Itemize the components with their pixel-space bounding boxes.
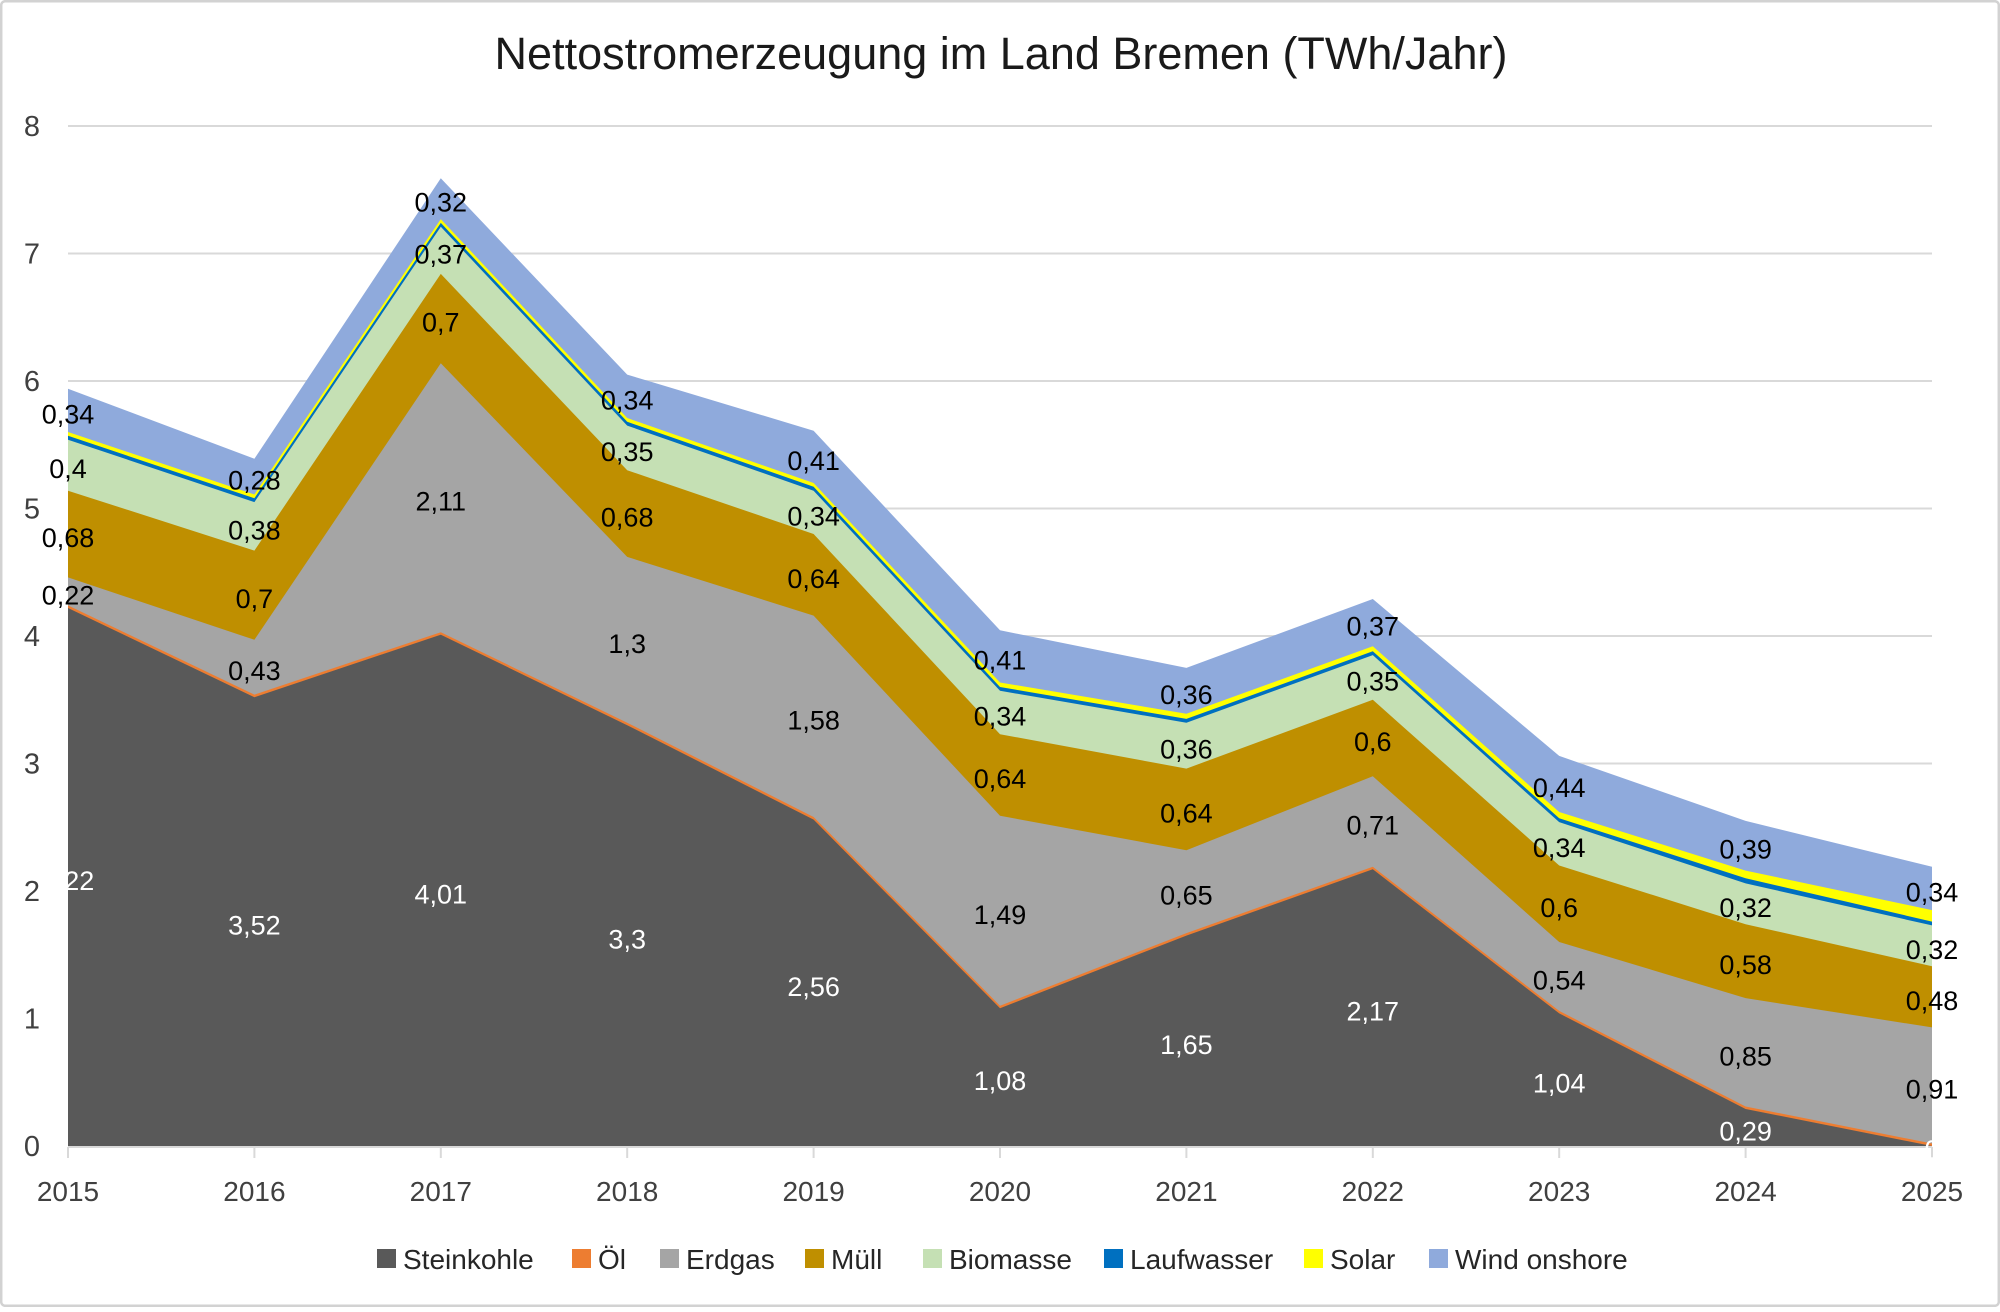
svg-text:4,01: 4,01	[415, 879, 468, 909]
svg-text:0,7: 0,7	[422, 308, 460, 338]
svg-text:0,68: 0,68	[42, 523, 95, 553]
svg-text:0,91: 0,91	[1906, 1074, 1959, 1104]
svg-text:0,34: 0,34	[42, 399, 95, 429]
svg-text:Müll: Müll	[831, 1244, 882, 1275]
svg-text:3,52: 3,52	[228, 911, 281, 941]
svg-text:0,38: 0,38	[228, 515, 281, 545]
svg-text:0,36: 0,36	[1160, 735, 1213, 765]
svg-text:0,68: 0,68	[601, 503, 654, 533]
svg-text:0,34: 0,34	[787, 501, 840, 531]
svg-text:1,3: 1,3	[608, 629, 646, 659]
svg-text:0,48: 0,48	[1906, 986, 1959, 1016]
svg-text:Laufwasser: Laufwasser	[1130, 1244, 1273, 1275]
svg-text:0,29: 0,29	[1719, 1117, 1772, 1147]
svg-text:2020: 2020	[969, 1176, 1031, 1207]
svg-text:0,43: 0,43	[228, 656, 281, 686]
svg-text:0,37: 0,37	[415, 239, 468, 269]
svg-text:8: 8	[24, 111, 40, 143]
svg-text:0,41: 0,41	[787, 446, 840, 476]
svg-text:2025: 2025	[1901, 1176, 1963, 1207]
svg-text:0,71: 0,71	[1347, 811, 1400, 841]
svg-text:0,64: 0,64	[974, 764, 1027, 794]
svg-text:0,35: 0,35	[1347, 666, 1400, 696]
svg-text:2017: 2017	[410, 1176, 472, 1207]
svg-text:1,08: 1,08	[974, 1066, 1027, 1096]
svg-text:0,4: 0,4	[49, 454, 87, 484]
svg-text:2015: 2015	[37, 1176, 99, 1207]
svg-text:0,44: 0,44	[1533, 773, 1586, 803]
svg-text:0,22: 0,22	[42, 580, 95, 610]
svg-text:2022: 2022	[1342, 1176, 1404, 1207]
svg-text:0,65: 0,65	[1160, 881, 1213, 911]
svg-text:5: 5	[24, 494, 40, 526]
svg-text:Öl: Öl	[598, 1244, 626, 1275]
svg-text:Erdgas: Erdgas	[686, 1244, 775, 1275]
svg-text:0,32: 0,32	[415, 188, 468, 218]
svg-text:0,64: 0,64	[787, 564, 840, 594]
svg-text:0,32: 0,32	[1719, 893, 1772, 923]
svg-text:0,37: 0,37	[1347, 612, 1400, 642]
svg-text:Nettostromerzeugung im Land Br: Nettostromerzeugung im Land Bremen (TWh/…	[495, 28, 1508, 79]
svg-text:0,85: 0,85	[1719, 1041, 1772, 1071]
svg-text:0,28: 0,28	[228, 466, 281, 496]
svg-text:0,34: 0,34	[974, 702, 1027, 732]
svg-text:0,58: 0,58	[1719, 950, 1772, 980]
svg-text:2024: 2024	[1714, 1176, 1776, 1207]
svg-text:0,39: 0,39	[1719, 835, 1772, 865]
svg-text:2: 2	[24, 876, 40, 908]
svg-text:3,3: 3,3	[608, 925, 646, 955]
svg-text:Biomasse: Biomasse	[949, 1244, 1072, 1275]
svg-text:2,17: 2,17	[1347, 997, 1400, 1027]
svg-text:2019: 2019	[782, 1176, 844, 1207]
svg-text:2,11: 2,11	[416, 487, 467, 517]
svg-text:6: 6	[24, 366, 40, 398]
svg-text:0: 0	[24, 1131, 40, 1163]
svg-text:2023: 2023	[1528, 1176, 1590, 1207]
svg-text:1,49: 1,49	[974, 900, 1027, 930]
svg-text:2021: 2021	[1155, 1176, 1217, 1207]
svg-text:0,34: 0,34	[1906, 877, 1959, 907]
svg-text:2018: 2018	[596, 1176, 658, 1207]
svg-text:0,35: 0,35	[601, 437, 654, 467]
svg-text:1,65: 1,65	[1160, 1030, 1213, 1060]
svg-text:1,58: 1,58	[787, 705, 840, 735]
svg-text:0,64: 0,64	[1160, 798, 1213, 828]
svg-text:0: 0	[1924, 1135, 1939, 1165]
svg-text:0,6: 0,6	[1354, 727, 1392, 757]
svg-text:1: 1	[24, 1004, 40, 1036]
svg-text:Steinkohle: Steinkohle	[403, 1244, 534, 1275]
svg-text:2,56: 2,56	[787, 972, 840, 1002]
svg-text:0,6: 0,6	[1540, 893, 1578, 923]
svg-text:3: 3	[24, 749, 40, 781]
svg-text:0,41: 0,41	[974, 645, 1027, 675]
svg-text:1,04: 1,04	[1533, 1069, 1586, 1099]
svg-text:0,36: 0,36	[1160, 680, 1213, 710]
svg-text:Solar: Solar	[1330, 1244, 1395, 1275]
svg-text:4: 4	[24, 621, 40, 653]
svg-text:2016: 2016	[223, 1176, 285, 1207]
svg-text:0,32: 0,32	[1906, 935, 1959, 965]
svg-text:0,34: 0,34	[1533, 833, 1586, 863]
svg-text:4,22: 4,22	[42, 866, 95, 896]
svg-text:0,7: 0,7	[236, 584, 274, 614]
svg-text:0,34: 0,34	[601, 385, 654, 415]
svg-text:0,54: 0,54	[1533, 965, 1586, 995]
svg-text:Wind onshore: Wind onshore	[1455, 1244, 1628, 1275]
svg-text:7: 7	[24, 239, 40, 271]
